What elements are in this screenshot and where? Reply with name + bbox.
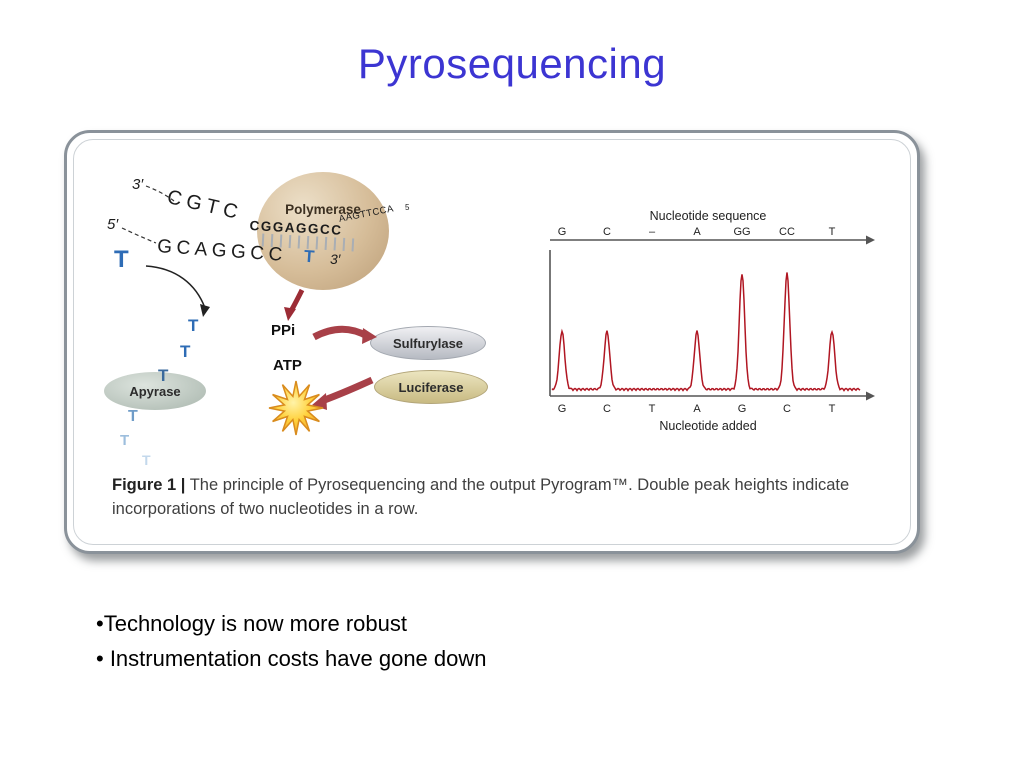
luciferase-arrow [320, 376, 374, 405]
pyrogram-svg: G C – A GG CC T G C T A G C T Nucleotide sequence Nucle… [549, 209, 875, 433]
luciferase-blob: Luciferase [374, 370, 488, 404]
added-tick-label: G [558, 403, 567, 415]
sequence-tick-label: C [603, 226, 611, 238]
light-starburst-icon [268, 380, 324, 436]
sulfurylase-arrow [312, 325, 369, 341]
luciferase-label: Luciferase [398, 379, 464, 395]
bullet-item: • Instrumentation costs have gone down [96, 646, 487, 671]
added-tick-label: C [783, 403, 791, 415]
added-axis-title: Nucleotide added [659, 419, 756, 433]
ppi-release-arrow [288, 288, 305, 313]
apyrase-blob: Apyrase [104, 372, 206, 410]
added-tick-label: G [738, 403, 747, 415]
nucleotide-t: T [188, 316, 199, 335]
atp-label: ATP [273, 357, 302, 374]
nucleotide-t: T [180, 342, 191, 361]
sulfurylase-blob: Sulfurylase [370, 326, 486, 360]
three-prime-bottom-label: 3′ [330, 251, 341, 267]
nucleotide-t: T [114, 246, 129, 273]
sequence-tick-label: A [693, 226, 701, 238]
ppi-label: PPi [271, 322, 296, 339]
figure-caption: Figure 1 | The principle of Pyrosequenci… [112, 474, 890, 522]
polymerase-label: Polymerase [285, 202, 361, 217]
sequence-tick-label: GG [733, 226, 750, 238]
degraded-nucleotide-t: T [142, 452, 151, 468]
figure-panel: Polymerase Apyrase Sulfurylase Luciferas… [64, 130, 920, 554]
page-title: Pyrosequencing [357, 40, 667, 87]
polymerase-blob: Polymerase [257, 172, 389, 290]
three-prime-top-label: 3′ [132, 176, 144, 193]
strand-bottom-leader [121, 227, 157, 244]
incorporation-arrowhead-icon [200, 304, 210, 317]
sequence-tick-label: CC [779, 226, 795, 238]
pyrogram-trace [551, 272, 861, 392]
added-axis-arrow-icon [866, 391, 875, 401]
added-tick-label: C [603, 403, 611, 415]
bullet-item: •Technology is now more robust [96, 611, 407, 636]
bullet-list: •Technology is now more robust • Instrum… [96, 606, 487, 676]
sequence-tick-label: – [649, 226, 656, 238]
added-tick-label: T [649, 403, 656, 415]
luciferase-arrowhead-icon [312, 393, 327, 410]
figure-caption-text: The principle of Pyrosequencing and the … [112, 476, 850, 518]
apyrase-label: Apyrase [129, 383, 181, 399]
five-prime-label: 5′ [107, 216, 119, 233]
degraded-nucleotide-t: T [120, 432, 130, 449]
figure-caption-label: Figure 1 | [112, 476, 186, 494]
degraded-nucleotide-t: T [128, 408, 138, 425]
sequence-tick-label: T [829, 226, 836, 238]
sulfurylase-label: Sulfurylase [392, 335, 464, 351]
figure-content: Polymerase Apyrase Sulfurylase Luciferas… [73, 139, 911, 545]
pyrogram-chart: G C – A GG CC T G C T A G C T Nucleotide sequence Nucle… [522, 206, 878, 436]
incorporation-arrow [145, 265, 206, 309]
ppi-release-arrowhead-icon [284, 307, 296, 321]
sequence-axis-title: Nucleotide sequence [650, 209, 767, 223]
added-tick-label: A [693, 403, 701, 415]
sequence-axis-arrow-icon [866, 235, 875, 245]
nucleotide-t: T [158, 366, 169, 385]
sequence-tick-label: G [558, 226, 567, 238]
incorporated-base: T [303, 246, 316, 267]
template-strand-superscript: 5 [405, 203, 410, 212]
template-strand-main: CGTC [165, 186, 245, 225]
added-tick-label: T [829, 403, 836, 415]
